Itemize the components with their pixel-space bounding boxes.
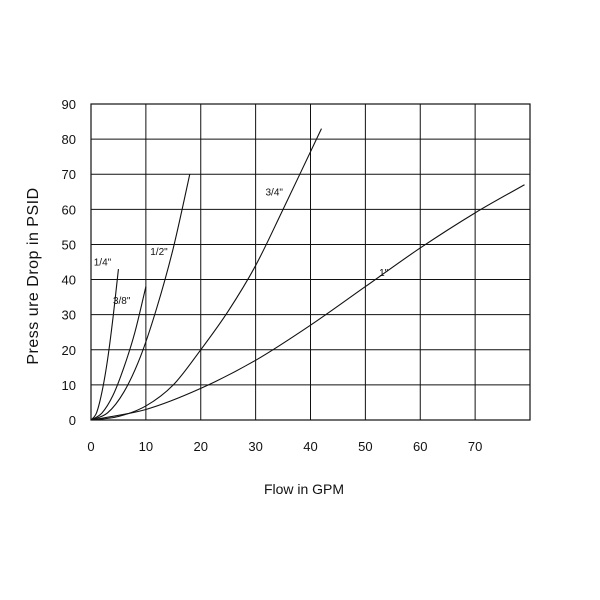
curves — [90, 128, 525, 421]
x-tick-labels: 0 10 20 30 40 50 60 70 — [87, 439, 482, 454]
x-tick-label: 50 — [358, 439, 372, 454]
y-tick-labels: 0 10 20 30 40 50 60 70 80 90 — [62, 97, 76, 428]
y-tick-label: 20 — [62, 343, 76, 358]
curve-series-1 — [90, 286, 147, 421]
curve-series-2 — [90, 174, 191, 421]
curve-series-3 — [90, 128, 322, 421]
y-tick-label: 80 — [62, 132, 76, 147]
x-tick-label: 70 — [468, 439, 482, 454]
curve-series-4 — [90, 184, 525, 421]
x-tick-label: 60 — [413, 439, 427, 454]
x-tick-label: 40 — [303, 439, 317, 454]
y-tick-label: 70 — [62, 167, 76, 182]
x-tick-label: 10 — [139, 439, 153, 454]
y-tick-label: 30 — [62, 308, 76, 323]
y-tick-label: 40 — [62, 273, 76, 288]
y-tick-label: 0 — [69, 413, 76, 428]
curve-label-0: 1/4" — [94, 258, 112, 269]
curve-label-3: 3/4" — [266, 187, 284, 198]
curve-labels: 1/4" 3/8" 1/2" 3/4" 1" — [94, 187, 389, 307]
x-tick-label: 30 — [248, 439, 262, 454]
y-tick-label: 60 — [62, 202, 76, 217]
y-tick-label: 90 — [62, 97, 76, 112]
plot-frame — [90, 103, 531, 421]
curve-label-2: 1/2" — [150, 247, 168, 258]
y-axis-title: Press ure Drop in PSID — [25, 187, 42, 364]
x-axis-title: Flow in GPM — [264, 481, 344, 497]
x-tick-label: 0 — [87, 439, 94, 454]
curve-label-1: 3/8" — [113, 296, 131, 307]
curve-label-4: 1" — [379, 268, 389, 279]
x-tick-label: 20 — [194, 439, 208, 454]
y-tick-label: 10 — [62, 378, 76, 393]
curve-series-0 — [90, 268, 119, 421]
y-tick-label: 50 — [62, 237, 76, 252]
